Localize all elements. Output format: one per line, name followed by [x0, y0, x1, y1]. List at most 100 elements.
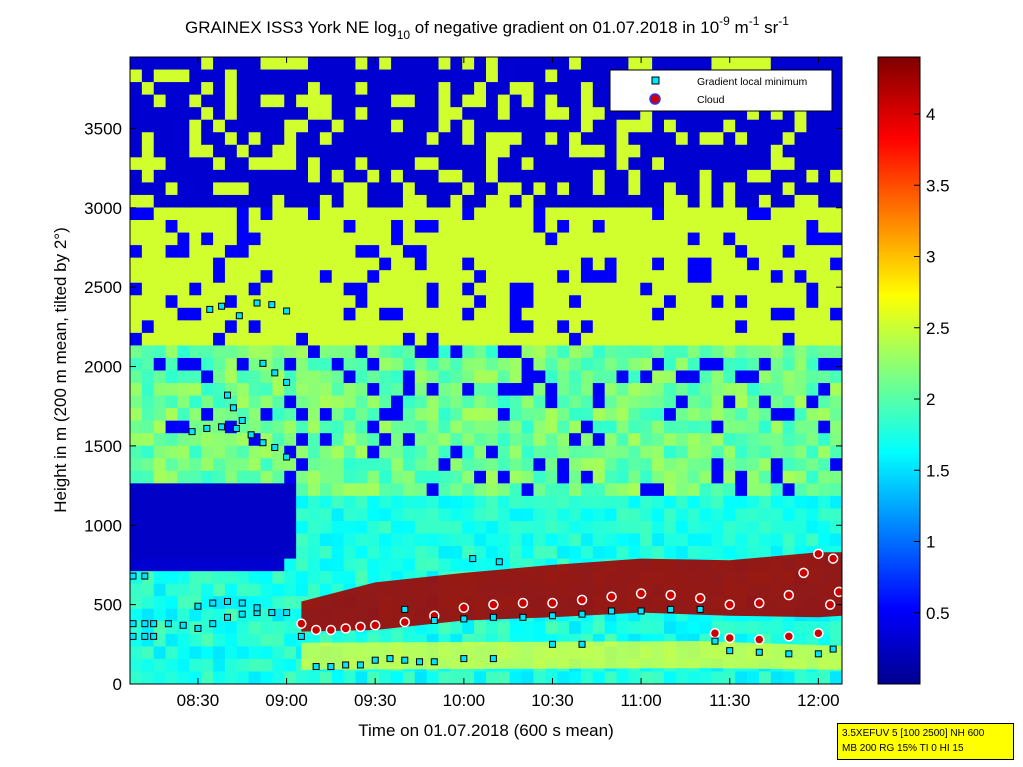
heatmap-cell	[130, 132, 143, 146]
heatmap-cell	[426, 520, 440, 535]
heatmap-cell	[272, 82, 285, 96]
heatmap-cell	[533, 295, 546, 309]
heatmap-cell	[201, 182, 214, 196]
heatmap-cell	[177, 357, 190, 372]
heatmap-cell	[628, 257, 641, 271]
heatmap-cell	[379, 458, 392, 472]
heatmap-cell	[687, 245, 701, 259]
heatmap-cell	[735, 119, 748, 133]
heatmap-cell	[758, 420, 772, 434]
heatmap-cell	[213, 546, 226, 560]
heatmap-cell	[521, 395, 535, 409]
heatmap-cell	[497, 245, 511, 259]
heatmap-cell	[675, 57, 689, 71]
heatmap-cell	[284, 571, 297, 585]
heatmap-cell	[580, 420, 594, 434]
heatmap-cell	[272, 169, 285, 183]
heatmap-cell	[604, 220, 618, 234]
heatmap-cell	[652, 370, 665, 384]
heatmap-cell	[652, 245, 665, 259]
heatmap-cell	[130, 282, 143, 296]
heatmap-cell	[331, 245, 345, 259]
heatmap-cell	[248, 458, 262, 472]
heatmap-cell	[153, 445, 167, 459]
heatmap-cell	[272, 182, 285, 196]
heatmap-cell	[308, 194, 321, 209]
y-tick-label: 2000	[84, 358, 122, 377]
heatmap-cell	[165, 320, 179, 334]
heatmap-cell	[497, 295, 511, 309]
heatmap-cell	[141, 307, 155, 321]
heatmap-cell	[723, 257, 736, 271]
heatmap-cell	[521, 370, 535, 384]
heatmap-cell	[414, 207, 428, 221]
heatmap-cell	[747, 332, 760, 347]
heatmap-cell	[308, 119, 321, 133]
heatmap-cell	[355, 495, 368, 510]
heatmap-cell	[758, 157, 772, 171]
legend-marker-cloud	[649, 93, 661, 105]
cloud-marker	[635, 588, 647, 599]
heatmap-cell	[379, 119, 392, 133]
heatmap-cell	[296, 420, 309, 434]
heatmap-cell	[426, 232, 440, 246]
heatmap-cell	[462, 495, 475, 510]
heatmap-cell	[628, 232, 641, 246]
heatmap-cell	[438, 520, 451, 535]
heatmap-cell	[545, 307, 558, 321]
heatmap-cell	[557, 320, 570, 334]
heatmap-cell	[189, 345, 202, 359]
heatmap-cell	[652, 433, 665, 447]
heatmap-cell	[296, 119, 309, 133]
heatmap-cell	[450, 232, 463, 246]
heatmap-cell	[236, 495, 250, 510]
heatmap-cell	[284, 320, 297, 334]
heatmap-cell	[604, 546, 618, 560]
heatmap-cell	[450, 433, 463, 447]
heatmap-cell	[486, 257, 499, 271]
heatmap-cell	[723, 508, 736, 522]
gradient-minimum-marker	[141, 620, 149, 628]
heatmap-cell	[758, 546, 772, 560]
heatmap-cell	[177, 157, 190, 171]
heatmap-cell	[189, 332, 202, 347]
heatmap-cell	[675, 495, 689, 510]
heatmap-cell	[284, 82, 297, 96]
heatmap-cell	[628, 270, 641, 284]
heatmap-cell	[735, 546, 748, 560]
heatmap-cell	[521, 282, 535, 296]
heatmap-cell	[201, 282, 214, 296]
gradient-minimum-marker	[194, 624, 202, 632]
heatmap-cell	[652, 483, 665, 497]
heatmap-cell	[699, 232, 713, 246]
heatmap-cell	[687, 383, 701, 397]
heatmap-cell	[604, 282, 618, 296]
heatmap-cell	[201, 94, 214, 108]
heatmap-cell	[355, 558, 368, 572]
heatmap-cell	[486, 207, 499, 221]
heatmap-cell	[248, 408, 262, 422]
heatmap-cell	[569, 257, 582, 271]
heatmap-cell	[308, 470, 321, 484]
gradient-minimum-marker	[401, 605, 409, 613]
heatmap-cell	[402, 433, 416, 447]
heatmap-cell	[248, 69, 262, 83]
cloud-marker	[754, 597, 765, 609]
heatmap-cell	[426, 157, 440, 171]
heatmap-cell	[236, 107, 250, 121]
heatmap-cell	[296, 370, 309, 384]
heatmap-cell	[130, 546, 143, 560]
gradient-minimum-marker	[667, 605, 675, 613]
heatmap-cell	[141, 182, 155, 196]
heatmap-cell	[569, 395, 582, 409]
heatmap-cell	[545, 458, 558, 472]
heatmap-cell	[557, 307, 570, 321]
heatmap-cell	[687, 232, 701, 246]
heatmap-cell	[177, 408, 190, 422]
heatmap-cell	[248, 207, 262, 221]
heatmap-cell	[165, 345, 179, 359]
heatmap-cell	[521, 470, 535, 484]
heatmap-cell	[438, 458, 451, 472]
heatmap-cell	[747, 320, 760, 334]
heatmap-cell	[331, 420, 345, 434]
